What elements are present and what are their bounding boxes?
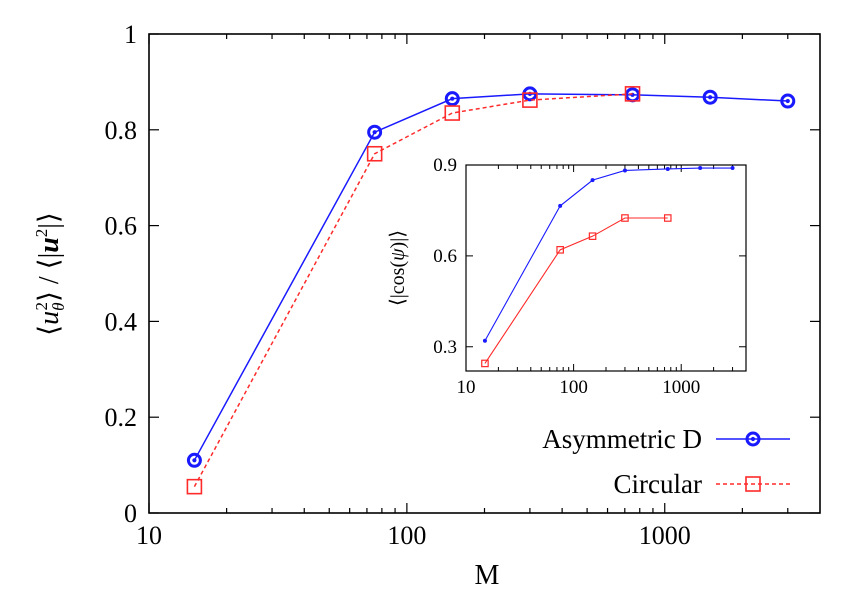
main-series-1-point (624, 86, 641, 102)
inset-series-0-point (590, 178, 595, 183)
inset-series-1-point (663, 214, 672, 222)
inset-series-1-point (588, 232, 597, 240)
inset-series-0-point (482, 338, 487, 343)
ylabel-u: u (34, 311, 65, 325)
main-series-0-point-center (192, 458, 197, 463)
inset-xtick-label: 100 (559, 377, 588, 398)
legend-marker-1 (745, 476, 761, 492)
inset-series-0-point (665, 166, 670, 171)
ylabel-sub: θ (49, 303, 68, 311)
main-y-axis-title: ⟨uθ2⟩ / ⟨|u2|⟩ (32, 212, 68, 336)
main-series-0-point-center (450, 96, 455, 101)
main-ytick-label: 0.4 (105, 307, 138, 336)
ylabel-u2: u (34, 237, 65, 253)
main-ytick-label: 0 (124, 499, 137, 528)
inset-series-1-point (621, 214, 629, 222)
inset-series-0-point (698, 166, 703, 171)
main-series-0-point-center (708, 95, 713, 100)
main-x-axis-title: M (475, 560, 500, 591)
inset-plot: 10 100 1000 0.3 0.6 0.9 ⟨|cos(ψ)|⟩ (386, 153, 761, 399)
main-xtick-label: 1000 (639, 521, 691, 550)
main-series-0-point-center (372, 130, 377, 135)
main-xtick-label: 100 (387, 521, 426, 550)
inset-series-1-point (556, 246, 564, 254)
inset-series-0-point (622, 168, 627, 173)
main-series-0-point (367, 124, 383, 140)
main-series-1-point (522, 92, 538, 108)
main-series-1-point (186, 478, 203, 495)
main-ytick-label: 0.8 (105, 116, 138, 145)
main-series-0-point-center (785, 98, 790, 104)
main-series-1-line (193, 93, 633, 488)
inset-y-axis-title: ⟨|cos(ψ)|⟩ (387, 230, 409, 306)
main-series-0-point (780, 93, 796, 109)
inset-ylabel-psi: ψ (387, 248, 409, 261)
inset-ytick-label: 0.9 (433, 155, 457, 176)
main-ytick-label: 0.2 (105, 403, 138, 432)
inset-ylabel-close: )|⟩ (387, 230, 409, 248)
legend-label-0: Asymmetric D (542, 424, 702, 454)
legend-label-1: Circular (614, 469, 702, 499)
inset-xtick-label: 10 (457, 377, 476, 398)
inset-ylabel-open: ⟨|cos( (387, 261, 409, 306)
main-ytick-label: 1 (124, 20, 137, 49)
inset-series-0-point (730, 166, 735, 171)
ylabel-close: |⟩ (34, 212, 65, 229)
ylabel-sup: 2 (32, 302, 51, 311)
main-xtick-label: 10 (136, 521, 162, 550)
main-series-0-point (444, 91, 460, 107)
ylabel-open: ⟨ (34, 325, 65, 336)
inset-background (386, 153, 761, 399)
inset-ytick-label: 0.6 (433, 246, 457, 267)
ylabel-mid: ⟩ / ⟨| (34, 253, 65, 302)
inset-xtick-label: 1000 (662, 377, 700, 398)
main-series-0-point (186, 452, 202, 468)
legend-marker-0-center (750, 436, 756, 442)
main-ytick-label: 0.6 (105, 212, 138, 241)
inset-series-1-point (481, 359, 489, 368)
inset-series-1-line (484, 217, 668, 364)
main-series-0-point (702, 89, 718, 105)
legend: Asymmetric D Circular (542, 424, 790, 499)
main-series-1-point (444, 105, 461, 121)
legend-marker-0 (745, 431, 761, 447)
inset-ytick-label: 0.3 (433, 337, 457, 358)
ylabel-sup2: 2 (32, 229, 51, 238)
main-series-1-point (366, 145, 383, 162)
inset-series-0-point (558, 203, 563, 208)
